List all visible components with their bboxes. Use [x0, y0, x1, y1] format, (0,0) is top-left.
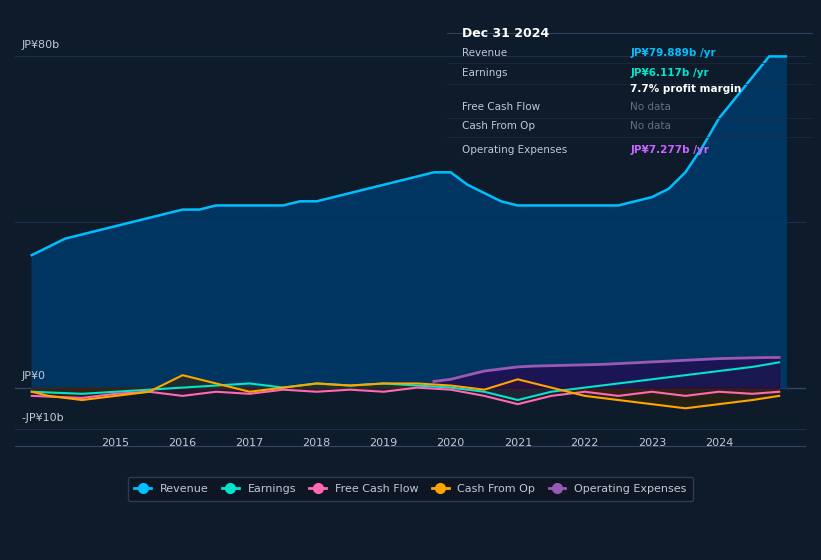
Text: 2024: 2024 [704, 437, 733, 447]
Text: JP¥6.117b /yr: JP¥6.117b /yr [631, 68, 709, 78]
Text: -JP¥10b: -JP¥10b [21, 413, 64, 423]
Text: 2020: 2020 [437, 437, 465, 447]
Text: Cash From Op: Cash From Op [462, 122, 535, 131]
Text: JP¥79.889b /yr: JP¥79.889b /yr [631, 48, 716, 58]
Text: 2015: 2015 [102, 437, 130, 447]
Legend: Revenue, Earnings, Free Cash Flow, Cash From Op, Operating Expenses: Revenue, Earnings, Free Cash Flow, Cash … [128, 477, 693, 501]
Text: 7.7% profit margin: 7.7% profit margin [631, 83, 741, 94]
Text: Earnings: Earnings [462, 68, 507, 78]
Text: 2016: 2016 [168, 437, 197, 447]
Text: Dec 31 2024: Dec 31 2024 [462, 27, 549, 40]
Text: 2018: 2018 [302, 437, 331, 447]
Text: 2021: 2021 [503, 437, 532, 447]
Text: No data: No data [631, 102, 671, 113]
Text: Revenue: Revenue [462, 48, 507, 58]
Text: JP¥0: JP¥0 [21, 371, 46, 381]
Text: 2019: 2019 [369, 437, 398, 447]
Text: JP¥80b: JP¥80b [21, 40, 60, 50]
Text: Free Cash Flow: Free Cash Flow [462, 102, 540, 113]
Text: 2017: 2017 [236, 437, 264, 447]
Text: Operating Expenses: Operating Expenses [462, 145, 567, 155]
Text: 2023: 2023 [638, 437, 666, 447]
Text: No data: No data [631, 122, 671, 131]
Text: 2022: 2022 [571, 437, 599, 447]
Text: JP¥7.277b /yr: JP¥7.277b /yr [631, 145, 709, 155]
